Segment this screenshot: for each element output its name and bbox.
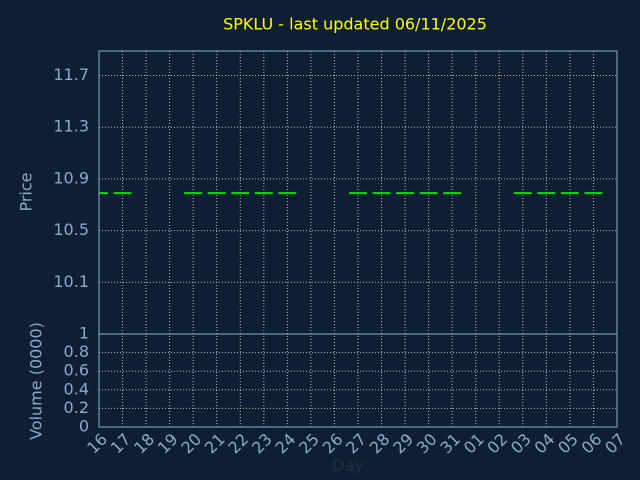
y-tick-label: 10.9	[53, 168, 89, 187]
chart-title: SPKLU - last updated 06/11/2025	[223, 15, 487, 34]
y-tick-label: 11.7	[53, 65, 89, 84]
y-axis-title: Price	[17, 172, 36, 211]
y-tick-label: 1	[79, 324, 89, 343]
plot-frame	[98, 50, 618, 428]
y-tick-label: 10.1	[53, 272, 89, 291]
y-tick-label: 0	[79, 417, 89, 436]
y-axis-title: Volume (0000)	[27, 322, 46, 440]
y-tick-label: 0.4	[64, 379, 89, 398]
y-tick-label: 10.5	[53, 220, 89, 239]
y-tick-label: 11.3	[53, 117, 89, 136]
y-tick-label: 0.6	[64, 361, 89, 380]
y-tick-label: 0.2	[64, 398, 89, 417]
x-axis-title: Day	[332, 456, 364, 475]
y-tick-label: 0.8	[64, 342, 89, 361]
